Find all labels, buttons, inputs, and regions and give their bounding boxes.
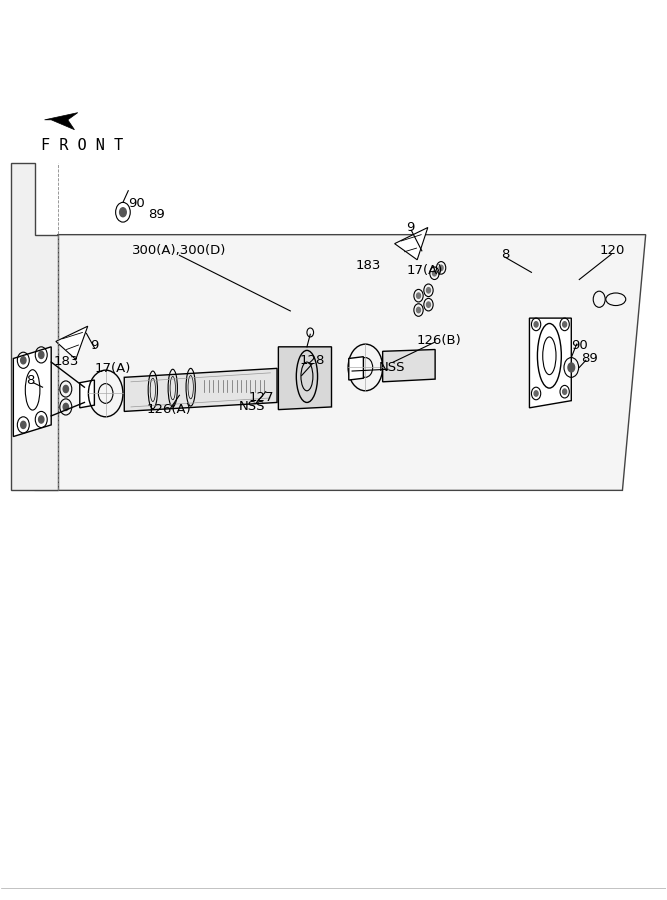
Polygon shape: [80, 380, 94, 408]
Text: 89: 89: [148, 209, 165, 221]
Text: 90: 90: [571, 338, 588, 352]
Circle shape: [432, 271, 436, 276]
Polygon shape: [124, 368, 277, 411]
Text: 120: 120: [600, 244, 625, 257]
Circle shape: [439, 266, 443, 271]
Text: 89: 89: [582, 352, 598, 365]
Text: 8: 8: [501, 248, 509, 261]
Circle shape: [21, 421, 26, 428]
Circle shape: [563, 389, 567, 394]
Polygon shape: [530, 318, 572, 408]
Polygon shape: [13, 346, 51, 436]
Text: 17(A): 17(A): [95, 362, 131, 375]
Text: 9: 9: [90, 338, 99, 352]
Circle shape: [63, 385, 69, 392]
Polygon shape: [349, 356, 364, 380]
Circle shape: [534, 321, 538, 327]
Text: 126(B): 126(B): [416, 334, 461, 347]
Circle shape: [426, 288, 430, 293]
Text: 17(A): 17(A): [407, 264, 444, 277]
Text: 128: 128: [299, 354, 325, 367]
Text: 127: 127: [249, 392, 275, 404]
Text: 183: 183: [54, 355, 79, 368]
Circle shape: [21, 356, 26, 364]
Polygon shape: [278, 346, 331, 410]
Circle shape: [63, 403, 69, 410]
Circle shape: [119, 208, 126, 217]
Circle shape: [416, 293, 420, 299]
Circle shape: [39, 416, 44, 423]
Circle shape: [563, 321, 567, 327]
Polygon shape: [56, 326, 88, 359]
Polygon shape: [383, 349, 435, 382]
Text: 9: 9: [406, 221, 414, 234]
Circle shape: [534, 391, 538, 396]
Text: F R O N T: F R O N T: [41, 138, 123, 153]
Polygon shape: [11, 163, 58, 490]
Text: 300(A),300(D): 300(A),300(D): [132, 244, 227, 257]
Circle shape: [426, 302, 430, 307]
Text: NSS: NSS: [239, 400, 265, 413]
Text: 183: 183: [356, 258, 382, 272]
Text: 8: 8: [26, 374, 34, 387]
Circle shape: [568, 363, 574, 372]
Text: 126(A): 126(A): [147, 403, 192, 416]
Polygon shape: [35, 235, 646, 490]
Polygon shape: [45, 112, 78, 130]
Text: 90: 90: [128, 197, 145, 210]
Polygon shape: [395, 228, 428, 260]
Circle shape: [39, 351, 44, 358]
Circle shape: [416, 307, 420, 312]
Text: NSS: NSS: [379, 361, 405, 374]
